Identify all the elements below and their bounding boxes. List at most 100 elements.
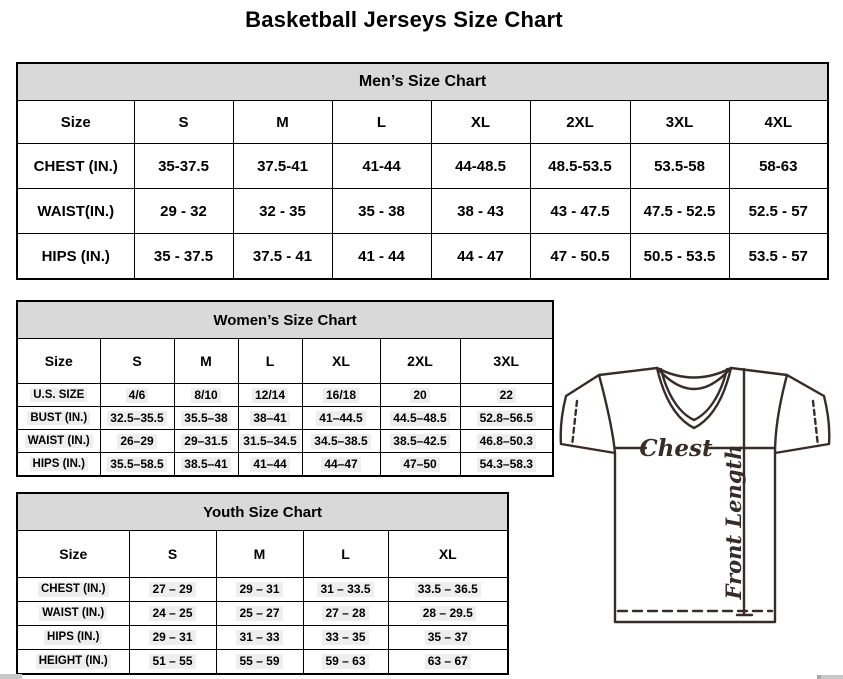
value-cell: 26–29 bbox=[99, 429, 175, 453]
youth-data-row: HIPS (IN.) 29 – 31 31 – 33 33 – 35 35 – 37 bbox=[16, 625, 509, 650]
column-header-cell: Size bbox=[16, 530, 130, 578]
value-cell: 35-37.5 bbox=[133, 143, 234, 189]
column-header-cell: S bbox=[99, 338, 175, 384]
value-cell: 52.8–56.5 bbox=[459, 406, 554, 430]
value-cell: 41-44 bbox=[331, 143, 432, 189]
value-cell: 35 - 37.5 bbox=[133, 233, 234, 280]
column-header-cell: Size bbox=[16, 338, 101, 384]
value-cell: 47.5 - 52.5 bbox=[629, 188, 730, 234]
value-cell: 59 – 63 bbox=[302, 649, 389, 675]
row-label-cell: CHEST (IN.) bbox=[16, 143, 135, 189]
womens-data-row: WAIST (IN.) 26–29 29–31.5 31.5–34.5 34.5–38.… bbox=[16, 429, 554, 453]
mens-table-title: Men’s Size Chart bbox=[16, 62, 829, 101]
value-cell: 46.8–50.3 bbox=[459, 429, 554, 453]
value-cell: 32.5–35.5 bbox=[99, 406, 175, 430]
value-cell: 52.5 - 57 bbox=[728, 188, 829, 234]
value-cell: 44.5–48.5 bbox=[379, 406, 461, 430]
column-header-cell: XL bbox=[301, 338, 381, 384]
value-cell: 27 – 29 bbox=[128, 577, 217, 602]
horizontal-scrollbar-fragment-left[interactable] bbox=[0, 674, 22, 679]
value-cell: 58-63 bbox=[728, 143, 829, 189]
mens-data-row: WAIST(IN.) 29 - 32 32 - 35 35 - 38 38 - 43 43… bbox=[16, 188, 829, 234]
womens-data-row: BUST (IN.) 32.5–35.5 35.5–38 38–41 41–44.5 44… bbox=[16, 406, 554, 430]
column-header-cell: S bbox=[133, 100, 234, 144]
value-cell: 38.5–42.5 bbox=[379, 429, 461, 453]
mens-data-row: HIPS (IN.) 35 - 37.5 37.5 - 41 41 - 44 44 - … bbox=[16, 233, 829, 280]
value-cell: 38 - 43 bbox=[430, 188, 531, 234]
mens-size-table: Men’s Size Chart Size S M L XL 2XL 3XL 4XL CHEST … bbox=[16, 62, 830, 280]
jersey-shoulder-seams bbox=[597, 366, 789, 377]
value-cell: 31.5–34.5 bbox=[237, 429, 303, 453]
value-cell: 29 – 31 bbox=[215, 577, 304, 602]
row-label-cell: CHEST (IN.) bbox=[16, 577, 130, 602]
value-cell: 38.5–41 bbox=[173, 452, 239, 477]
value-cell: 54.3–58.3 bbox=[459, 452, 554, 477]
value-cell: 33 – 35 bbox=[302, 625, 389, 650]
value-cell: 43 - 47.5 bbox=[529, 188, 631, 234]
row-label-cell: WAIST (IN.) bbox=[16, 601, 130, 626]
womens-table-title: Women’s Size Chart bbox=[16, 300, 554, 339]
youth-band-row: Youth Size Chart bbox=[16, 492, 509, 531]
sleeve-cuff-dashes bbox=[570, 399, 820, 448]
value-cell: 20 bbox=[379, 383, 461, 407]
value-cell: 41–44.5 bbox=[301, 406, 381, 430]
column-header-cell: 3XL bbox=[629, 100, 730, 144]
column-header-cell: 3XL bbox=[459, 338, 554, 384]
column-header-cell: M bbox=[173, 338, 239, 384]
value-cell: 47 - 50.5 bbox=[529, 233, 631, 280]
value-cell: 29–31.5 bbox=[173, 429, 239, 453]
value-cell: 41 - 44 bbox=[331, 233, 432, 280]
column-header-cell: 2XL bbox=[529, 100, 631, 144]
horizontal-scrollbar-fragment-right[interactable] bbox=[817, 675, 843, 679]
column-header-cell: XL bbox=[387, 530, 509, 578]
womens-size-table: Women’s Size Chart Size S M L XL 2XL 3XL U.S. SI… bbox=[16, 300, 555, 477]
mens-data-row: CHEST (IN.) 35-37.5 37.5-41 41-44 44-48.5 48.… bbox=[16, 143, 829, 189]
front-length-label: Front Length bbox=[721, 445, 746, 601]
youth-header-row: Size S M L XL bbox=[16, 530, 509, 578]
column-header-cell: S bbox=[128, 530, 217, 578]
row-label-cell: HIPS (IN.) bbox=[16, 452, 101, 477]
row-label-cell: HIPS (IN.) bbox=[16, 233, 135, 280]
value-cell: 35 - 38 bbox=[331, 188, 432, 234]
mens-band-row: Men’s Size Chart bbox=[16, 62, 829, 101]
value-cell: 31 – 33 bbox=[215, 625, 304, 650]
page-title: Basketball Jerseys Size Chart bbox=[245, 7, 563, 32]
value-cell: 29 - 32 bbox=[133, 188, 234, 234]
youth-size-table: Youth Size Chart Size S M L XL CHEST (IN.) 27 –… bbox=[16, 492, 510, 675]
jersey-outline bbox=[559, 373, 831, 624]
value-cell: 31 – 33.5 bbox=[302, 577, 389, 602]
chest-label: Chest bbox=[639, 435, 713, 462]
youth-data-row: HEIGHT (IN.) 51 – 55 55 – 59 59 – 63 63 – 67 bbox=[16, 649, 509, 675]
value-cell: 12/14 bbox=[237, 383, 303, 407]
value-cell: 35.5–58.5 bbox=[99, 452, 175, 477]
value-cell: 16/18 bbox=[301, 383, 381, 407]
mens-header-row: Size S M L XL 2XL 3XL 4XL bbox=[16, 100, 829, 144]
value-cell: 33.5 – 36.5 bbox=[387, 577, 509, 602]
value-cell: 55 – 59 bbox=[215, 649, 304, 675]
value-cell: 44 - 47 bbox=[430, 233, 531, 280]
value-cell: 25 – 27 bbox=[215, 601, 304, 626]
jersey-vneck-inner bbox=[659, 367, 729, 422]
womens-band-row: Women’s Size Chart bbox=[16, 300, 554, 339]
youth-data-row: CHEST (IN.) 27 – 29 29 – 31 31 – 33.5 33.5 –… bbox=[16, 577, 509, 602]
column-header-cell: 2XL bbox=[379, 338, 461, 384]
value-cell: 37.5-41 bbox=[232, 143, 333, 189]
youth-data-row: WAIST (IN.) 24 – 25 25 – 27 27 – 28 28 – 29.… bbox=[16, 601, 509, 626]
value-cell: 32 - 35 bbox=[232, 188, 333, 234]
column-header-cell: XL bbox=[430, 100, 531, 144]
row-label-cell: WAIST (IN.) bbox=[16, 429, 101, 453]
womens-data-row: U.S. SIZE 4/6 8/10 12/14 16/18 20 22 bbox=[16, 383, 554, 407]
column-header-cell: L bbox=[302, 530, 389, 578]
value-cell: 38–41 bbox=[237, 406, 303, 430]
value-cell: 4/6 bbox=[99, 383, 175, 407]
column-header-cell: L bbox=[237, 338, 303, 384]
value-cell: 44-48.5 bbox=[430, 143, 531, 189]
row-label-cell: WAIST(IN.) bbox=[16, 188, 135, 234]
value-cell: 24 – 25 bbox=[128, 601, 217, 626]
column-header-cell: 4XL bbox=[728, 100, 829, 144]
column-header-cell: M bbox=[215, 530, 304, 578]
row-label-cell: HEIGHT (IN.) bbox=[16, 649, 130, 675]
jersey-vneck-outer bbox=[655, 366, 733, 430]
value-cell: 8/10 bbox=[173, 383, 239, 407]
